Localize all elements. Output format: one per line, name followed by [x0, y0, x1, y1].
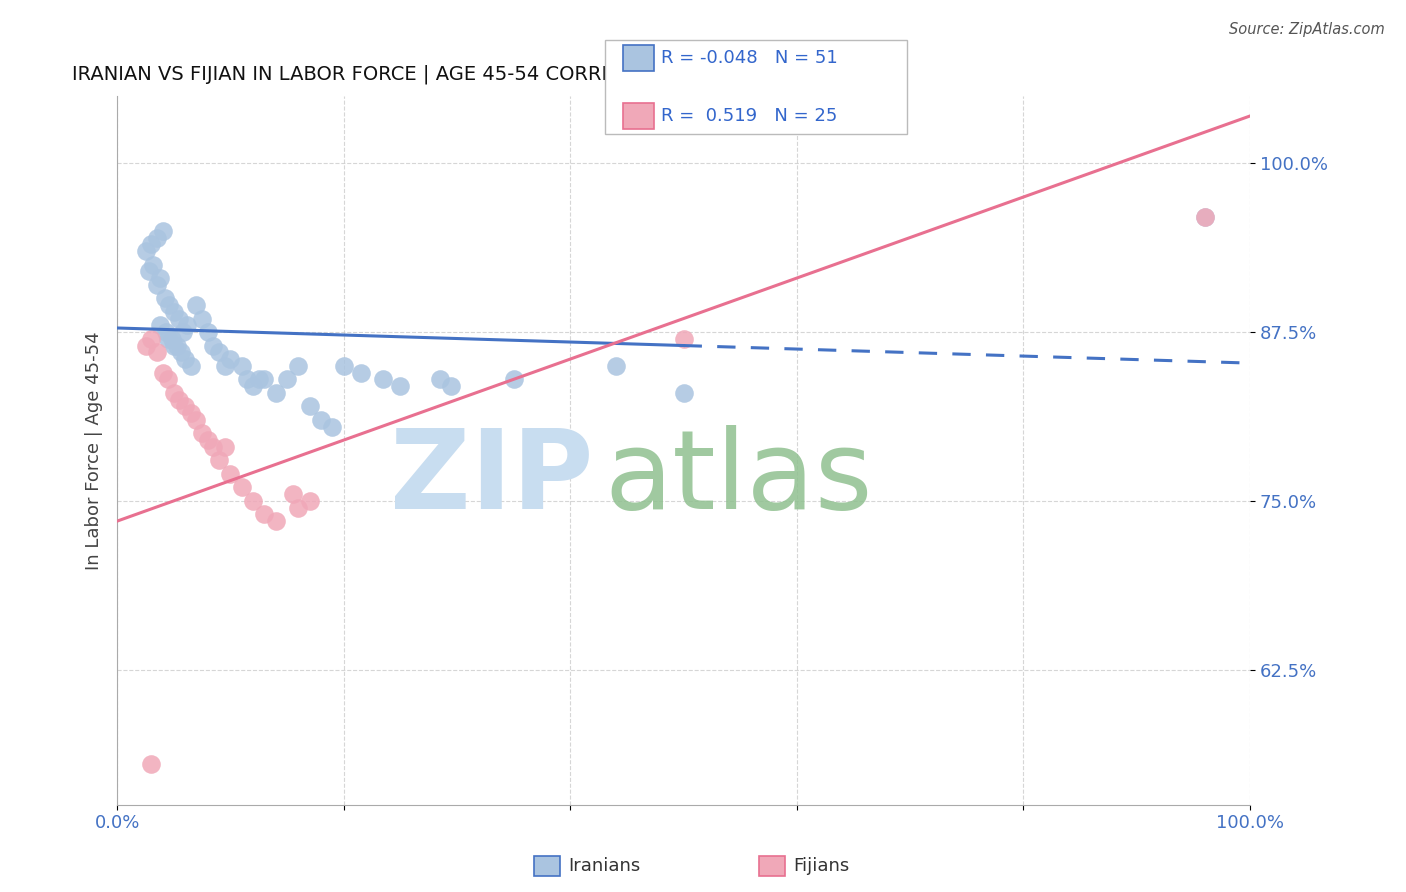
- Point: [502, 372, 524, 386]
- Text: Fijians: Fijians: [793, 857, 849, 875]
- Text: R = -0.048   N = 51: R = -0.048 N = 51: [661, 49, 838, 67]
- Point: [176, 318, 198, 333]
- Point: [169, 345, 191, 359]
- Point: [157, 298, 180, 312]
- Point: [276, 372, 298, 386]
- Point: [202, 338, 225, 352]
- Point: [231, 480, 253, 494]
- Text: atlas: atlas: [605, 425, 873, 532]
- Point: [605, 359, 627, 373]
- Point: [321, 419, 343, 434]
- Point: [134, 244, 156, 258]
- Point: [163, 385, 186, 400]
- Point: [298, 493, 321, 508]
- Point: [134, 338, 156, 352]
- Point: [429, 372, 451, 386]
- Point: [166, 338, 188, 352]
- Point: [186, 298, 208, 312]
- Text: Iranians: Iranians: [568, 857, 640, 875]
- Point: [163, 338, 186, 352]
- Point: [149, 318, 172, 333]
- Point: [1194, 211, 1216, 225]
- Point: [373, 372, 395, 386]
- Point: [180, 406, 202, 420]
- Point: [138, 264, 160, 278]
- Point: [186, 413, 208, 427]
- Point: [287, 359, 309, 373]
- Point: [180, 359, 202, 373]
- Point: [169, 311, 191, 326]
- Point: [172, 325, 194, 339]
- Point: [253, 508, 276, 522]
- Point: [174, 400, 197, 414]
- Point: [153, 291, 176, 305]
- Text: ZIP: ZIP: [389, 425, 593, 532]
- Point: [672, 332, 695, 346]
- Point: [219, 352, 242, 367]
- Text: Source: ZipAtlas.com: Source: ZipAtlas.com: [1229, 22, 1385, 37]
- Point: [197, 433, 219, 447]
- Point: [298, 400, 321, 414]
- Point: [247, 372, 270, 386]
- Point: [672, 385, 695, 400]
- Point: [264, 385, 287, 400]
- Point: [146, 277, 169, 292]
- Point: [146, 345, 169, 359]
- Point: [309, 413, 332, 427]
- Point: [202, 440, 225, 454]
- Point: [231, 359, 253, 373]
- Point: [169, 392, 191, 407]
- Point: [214, 359, 236, 373]
- Point: [219, 467, 242, 481]
- Point: [163, 305, 186, 319]
- Point: [155, 325, 177, 339]
- Point: [253, 372, 276, 386]
- Point: [389, 379, 412, 393]
- Point: [191, 311, 214, 326]
- Point: [332, 359, 354, 373]
- Point: [157, 372, 180, 386]
- Text: R =  0.519   N = 25: R = 0.519 N = 25: [661, 107, 837, 125]
- Point: [142, 258, 165, 272]
- Point: [174, 352, 197, 367]
- Point: [149, 271, 172, 285]
- Point: [350, 366, 373, 380]
- Point: [440, 379, 463, 393]
- Point: [208, 453, 231, 467]
- Point: [160, 332, 183, 346]
- Point: [208, 345, 231, 359]
- Point: [141, 332, 163, 346]
- Point: [1194, 211, 1216, 225]
- Point: [146, 230, 169, 244]
- Point: [152, 366, 174, 380]
- Point: [141, 237, 163, 252]
- Point: [157, 332, 180, 346]
- Point: [214, 440, 236, 454]
- Point: [152, 224, 174, 238]
- Point: [197, 325, 219, 339]
- Point: [264, 514, 287, 528]
- Point: [287, 500, 309, 515]
- Text: IRANIAN VS FIJIAN IN LABOR FORCE | AGE 45-54 CORRELATION CHART: IRANIAN VS FIJIAN IN LABOR FORCE | AGE 4…: [72, 64, 756, 84]
- Point: [141, 757, 163, 772]
- Point: [236, 372, 259, 386]
- Y-axis label: In Labor Force | Age 45-54: In Labor Force | Age 45-54: [86, 331, 103, 569]
- Point: [242, 493, 264, 508]
- Point: [242, 379, 264, 393]
- Point: [191, 426, 214, 441]
- Point: [281, 487, 304, 501]
